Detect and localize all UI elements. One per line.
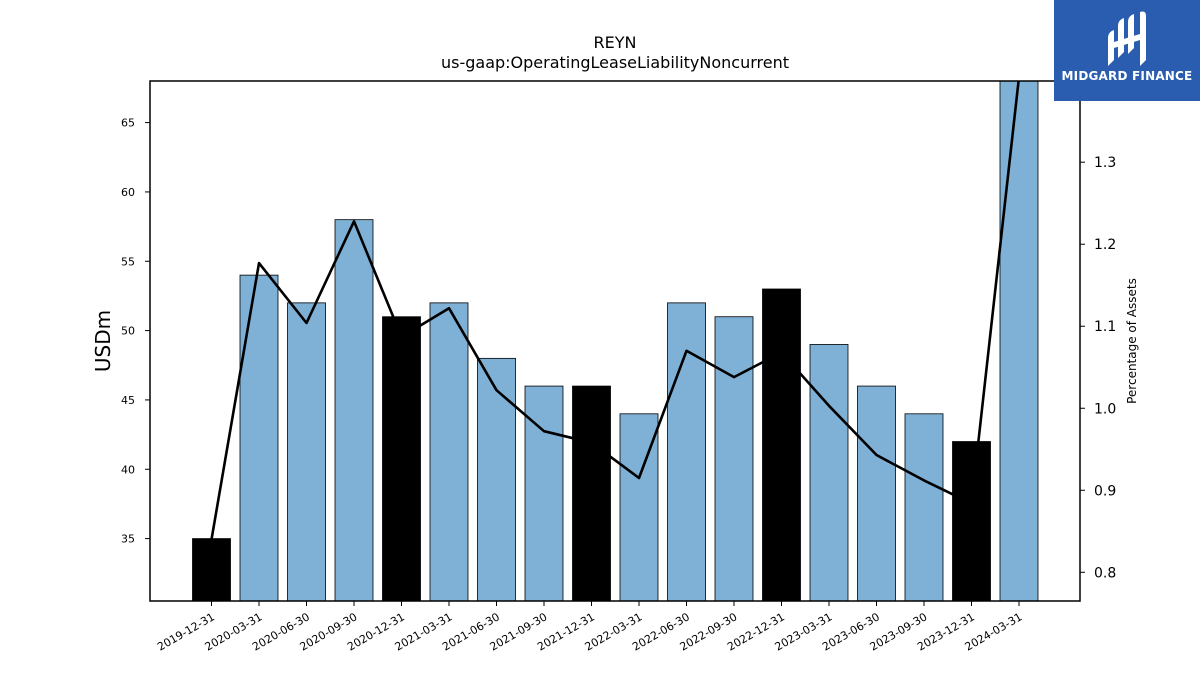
bar-2023-03-31 — [809, 344, 849, 602]
midgard-logo-icon — [1108, 11, 1146, 66]
bar-2022-12-31 — [762, 288, 801, 602]
brand-name: MIDGARD FINANCE — [1061, 69, 1193, 83]
bar-2020-03-31 — [239, 274, 279, 602]
bar-2023-06-30 — [857, 385, 896, 602]
bar-2023-12-31 — [952, 441, 991, 602]
y-tick-label: 50 — [121, 325, 135, 338]
y2-tick-label: 1.3 — [1094, 155, 1116, 171]
y2-tick-label: 1.1 — [1094, 319, 1116, 335]
bar-2023-09-30 — [904, 413, 944, 602]
plot-frame — [149, 80, 1081, 602]
bar-2021-12-31 — [572, 385, 611, 602]
y-axis-right: 0.8 0.9 1.0 1.1 1.2 1.3 — [1080, 155, 1116, 581]
line-series — [210, 81, 1020, 540]
y-axis-label: USDm — [91, 310, 115, 372]
y-tick-label: 55 — [121, 255, 135, 268]
bar-2020-06-30 — [287, 302, 326, 602]
bar-2020-09-30 — [334, 219, 374, 602]
percentage-of-assets-line — [210, 81, 1020, 540]
bar-2020-12-31 — [382, 316, 421, 602]
bar-2024-03-31 — [999, 80, 1039, 602]
y2-axis-label: Percentage of Assets — [1125, 278, 1139, 404]
bar-series — [192, 80, 1039, 602]
y2-tick-label: 0.9 — [1094, 483, 1116, 499]
bar-2019-12-31 — [192, 538, 231, 602]
chart-title: REYN — [594, 33, 637, 52]
bar-2021-03-31 — [429, 302, 469, 602]
y2-tick-label: 0.8 — [1094, 565, 1116, 581]
y2-tick-label: 1.2 — [1094, 237, 1116, 253]
x-axis: 2019-12-312020-03-312020-06-302020-09-30… — [155, 601, 1025, 654]
y-tick-label: 35 — [121, 533, 135, 546]
bar-2022-09-30 — [714, 316, 754, 602]
y-axis-left: 35 40 45 50 55 60 65 — [121, 117, 150, 546]
y2-tick-label: 1.0 — [1094, 401, 1116, 417]
y-tick-label: 65 — [121, 117, 135, 130]
chart-subtitle: us-gaap:OperatingLeaseLiabilityNoncurren… — [441, 53, 789, 72]
bar-2022-06-30 — [667, 302, 706, 602]
bar-2021-06-30 — [477, 357, 516, 602]
brand-logo: MIDGARD FINANCE — [1054, 0, 1200, 101]
y-tick-label: 45 — [121, 394, 135, 407]
y-tick-label: 60 — [121, 186, 135, 199]
y-tick-label: 40 — [121, 463, 135, 476]
